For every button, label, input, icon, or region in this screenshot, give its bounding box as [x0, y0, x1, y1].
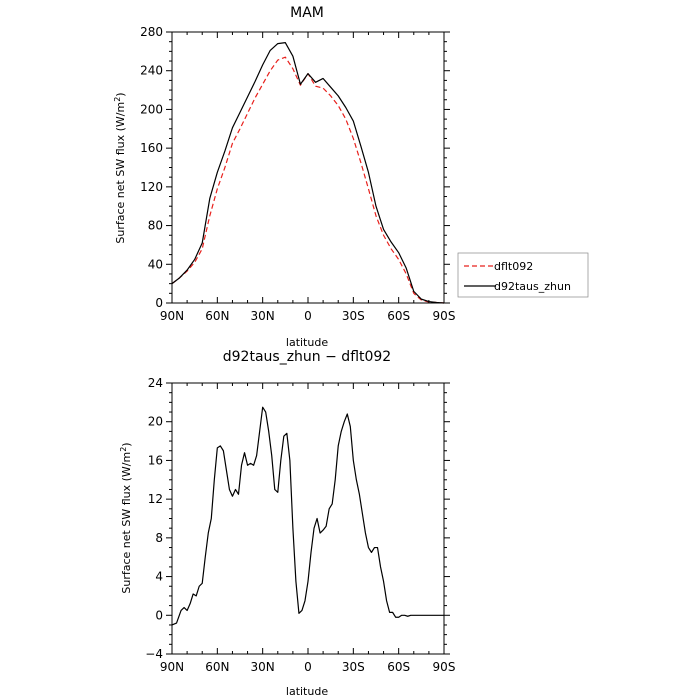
chart-top-xtick-label: 60S [387, 309, 410, 323]
chart-bottom-xtick-label: 60N [205, 660, 229, 674]
chart-top-xtick-label: 60N [205, 309, 229, 323]
chart-bottom-ytick-label: 12 [148, 492, 163, 506]
chart-top-xlabel: latitude [286, 336, 328, 349]
chart-bottom-xlabel: latitude [286, 685, 328, 698]
chart-top-xtick-label: 30S [342, 309, 365, 323]
chart-bottom-ytick-label: 4 [155, 570, 163, 584]
chart-bottom-title: d92taus_zhun − dflt092 [223, 349, 391, 365]
chart-bottom-ytick-label: 16 [148, 453, 163, 467]
chart-top-ylabel-superscript: 2 [113, 97, 122, 102]
chart-bottom-frame [171, 382, 445, 655]
chart-top-series-line-1 [171, 56, 445, 304]
chart-top-ytick-label: 160 [140, 141, 163, 155]
chart-bottom-ytick-label: 20 [148, 415, 163, 429]
chart-bottom-ytick-label: 24 [148, 376, 163, 390]
chart-top-xtick-label: 30N [251, 309, 275, 323]
chart-bottom-ytick-label: 0 [155, 608, 163, 622]
chart-top-panel: MAM 90N 60N 30N 0 30S 60S 90S 0 40 80 120 160 200 240… [113, 5, 589, 349]
chart-bottom-series-line-1 [171, 406, 444, 626]
chart-top-ytick-label: 240 [140, 64, 163, 78]
chart-bottom-ylabel: Surface net SW flux (W/m2) [119, 442, 133, 593]
chart-top-title: MAM [290, 5, 324, 21]
chart-top-ytick-label: 80 [148, 219, 163, 233]
chart-top-legend: dflt092 d92taus_zhun [457, 252, 589, 298]
chart-bottom-xtick-label: 30S [342, 660, 365, 674]
chart-top-xtick-label: 90S [433, 309, 456, 323]
chart-top-ylabel: Surface net SW flux (W/m2) [113, 92, 127, 243]
chart-bottom-ytick-label: 8 [155, 531, 163, 545]
chart-top-ytick-label: 200 [140, 102, 163, 116]
legend-label-d92taus_zhun: d92taus_zhun [494, 280, 571, 293]
chart-bottom-xtick-label: 90N [160, 660, 184, 674]
chart-bottom-ylabel-superscript: 2 [119, 447, 128, 452]
chart-top-ytick-label: 40 [148, 257, 163, 271]
legend-box [457, 252, 589, 298]
chart-bottom-ylabel-close: ) [120, 442, 133, 446]
chart-bottom-ytick-label: −4 [145, 647, 163, 661]
chart-bottom-panel: d92taus_zhun − dflt092 90N 60N 30N 0 30S 60S 9… [119, 349, 455, 698]
chart-bottom-xtick-label: 90S [433, 660, 456, 674]
chart-top-ylabel-close: ) [114, 92, 127, 96]
chart-bottom-xtick-label: 30N [251, 660, 275, 674]
chart-bottom-xtick-label: 60S [387, 660, 410, 674]
chart-top-xtick-label: 90N [160, 309, 184, 323]
chart-top-ytick-label: 280 [140, 25, 163, 39]
legend-label-dflt092: dflt092 [494, 260, 533, 273]
chart-top-ytick-label: 0 [155, 296, 163, 310]
chart-top-series-line-2 [171, 42, 445, 304]
chart-bottom-xtick-label: 0 [304, 660, 312, 674]
chart-top-xtick-label: 0 [304, 309, 312, 323]
chart-top-ytick-label: 120 [140, 180, 163, 194]
